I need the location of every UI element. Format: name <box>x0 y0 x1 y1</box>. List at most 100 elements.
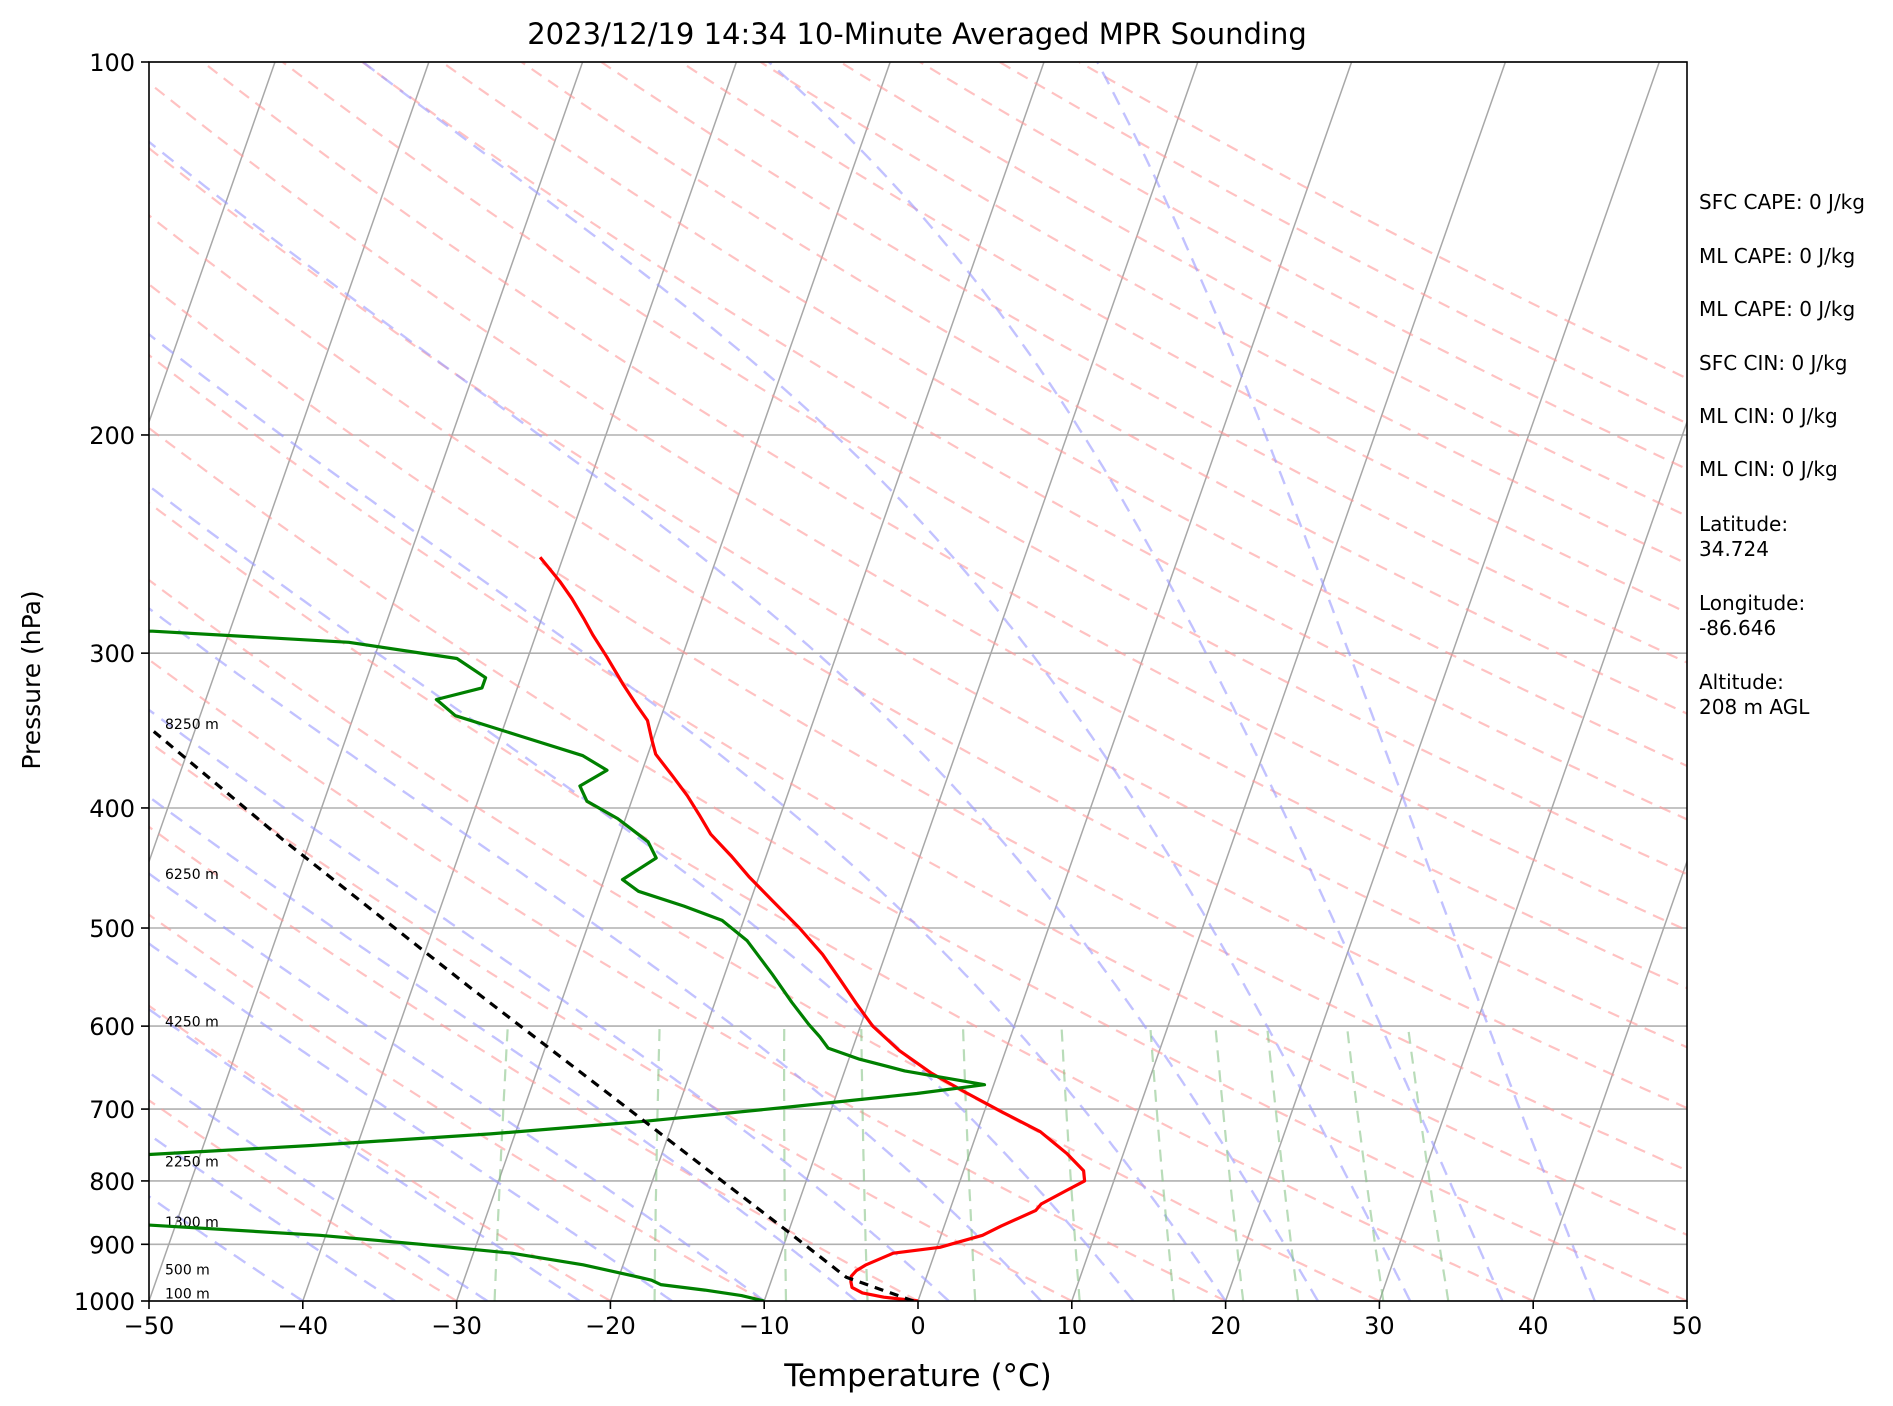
mixing-ratio-line <box>1149 1026 1175 1301</box>
temperature-line <box>538 556 1087 1301</box>
dry-adiabat-line <box>149 282 1687 1172</box>
moist-adiabat-line <box>149 484 1135 1301</box>
x-tick-label: 30 <box>1364 1312 1395 1340</box>
mixing-ratio-line <box>961 1026 977 1301</box>
dry-adiabat-line <box>149 578 1380 1301</box>
x-axis-label: Temperature (°C) <box>783 1358 1052 1394</box>
dry-adiabat-line <box>149 146 1687 1049</box>
isotherm-line <box>1532 859 1687 1301</box>
height-label: 100 m <box>165 1287 210 1303</box>
plot-frame <box>148 61 1688 1302</box>
mixing-ratio-line <box>1406 1025 1450 1301</box>
moist-adiabat-line <box>1096 62 1596 1301</box>
dry-adiabat-line <box>149 81 1687 990</box>
moist-adiabat-line <box>149 606 1042 1301</box>
dry-adiabat-line <box>680 62 1687 614</box>
height-label: 500 m <box>165 1263 210 1279</box>
y-tick-label: 700 <box>89 1096 135 1124</box>
moist-adiabat-line <box>149 1007 581 1301</box>
ml-cape-label: ML CAPE: 0 J/kg <box>1699 244 1856 268</box>
isotherm-line <box>1071 62 1507 1301</box>
height-label: 6250 m <box>165 867 219 883</box>
mixing-ratio-line <box>653 1026 661 1301</box>
y-tick-label: 900 <box>89 1231 135 1259</box>
chart-title: 2023/12/19 14:34 10-Minute Averaged MPR … <box>527 17 1307 51</box>
thermo-background-lines <box>149 62 1687 1301</box>
x-tick-label: 20 <box>1210 1312 1241 1340</box>
altitude-label: Altitude: 208 m AGL <box>1699 670 1810 719</box>
y-tick-label: 100 <box>89 49 135 77</box>
y-tick-label: 300 <box>89 640 135 668</box>
y-axis-label: Pressure (hPa) <box>17 590 46 769</box>
latitude-label: Latitude: 34.724 <box>1699 512 1789 561</box>
y-tick-label: 600 <box>89 1013 135 1041</box>
ml-cin-label: ML CIN: 0 J/kg <box>1699 404 1838 428</box>
moist-adiabat-line <box>149 872 765 1301</box>
mixing-ratio-line <box>1214 1026 1245 1301</box>
isotherm-line <box>149 62 584 1301</box>
x-tick-label: 50 <box>1672 1312 1703 1340</box>
isotherm-line <box>1224 62 1661 1301</box>
dewpoint-line <box>149 629 987 1301</box>
isotherm-line <box>1378 419 1687 1301</box>
ml-cape-label-2: ML CAPE: 0 J/kg <box>1699 297 1856 321</box>
dry-adiabat-line <box>149 740 1073 1301</box>
mixing-ratio-line <box>860 1026 869 1301</box>
x-axis-ticks: −50 −40 −30 −20 −10 0 10 20 30 40 50 <box>124 1301 1703 1340</box>
y-tick-label: 1000 <box>74 1288 135 1316</box>
isotherm-line <box>609 62 1045 1301</box>
dry-adiabat-line <box>149 1099 458 1301</box>
y-tick-label: 500 <box>89 915 135 943</box>
moist-adiabat-line <box>149 140 1319 1301</box>
y-axis-ticks: 100 200 300 400 500 600 700 800 900 1000 <box>74 49 149 1316</box>
dry-adiabat-line <box>149 353 1687 1237</box>
mixing-ratio-line <box>1266 1025 1300 1301</box>
moist-adiabat-line <box>767 62 1504 1301</box>
x-tick-label: 0 <box>910 1312 925 1340</box>
mixing-ratio-line <box>782 1026 788 1301</box>
x-tick-label: −50 <box>124 1312 175 1340</box>
sounding-profiles <box>149 556 1087 1301</box>
sfc-cin-label: SFC CIN: 0 J/kg <box>1699 351 1848 375</box>
x-tick-label: 10 <box>1057 1312 1088 1340</box>
isotherm-line <box>917 62 1353 1301</box>
height-label: 2250 m <box>165 1155 219 1171</box>
x-tick-label: −10 <box>739 1312 790 1340</box>
dry-adiabat-line <box>149 426 1687 1301</box>
x-tick-label: 40 <box>1518 1312 1549 1340</box>
dry-adiabat-line <box>149 658 1227 1301</box>
longitude-label: Longitude: -86.646 <box>1699 591 1806 640</box>
dry-adiabat-line <box>149 1004 611 1301</box>
x-tick-label: −40 <box>277 1312 328 1340</box>
moist-adiabat-line <box>149 1071 489 1301</box>
y-tick-label: 800 <box>89 1168 135 1196</box>
isotherm-line <box>149 62 276 425</box>
mixing-ratio-line <box>493 1026 509 1301</box>
dry-adiabat-line <box>441 62 1687 768</box>
parcel-path-line <box>149 725 914 1301</box>
moist-adiabat-line <box>149 332 1227 1301</box>
y-tick-label: 400 <box>89 795 135 823</box>
dry-adiabat-line <box>202 62 1687 932</box>
sfc-cape-label: SFC CAPE: 0 J/kg <box>1699 190 1865 214</box>
x-tick-label: −20 <box>585 1312 636 1340</box>
y-tick-label: 200 <box>89 422 135 450</box>
moist-adiabat-line <box>149 795 858 1301</box>
x-tick-label: −30 <box>431 1312 482 1340</box>
isotherm-line <box>149 62 430 864</box>
mixing-ratio-line <box>1345 1025 1385 1301</box>
moist-adiabat-line <box>149 1133 396 1301</box>
ml-cin-label-2: ML CIN: 0 J/kg <box>1699 457 1838 481</box>
moist-adiabat-line <box>362 62 1412 1301</box>
dry-adiabat-line <box>149 825 919 1301</box>
dry-adiabat-line <box>149 501 1534 1301</box>
mixing-ratio-line <box>1060 1026 1081 1301</box>
height-label: 8250 m <box>165 717 219 733</box>
height-label: 4250 m <box>165 1015 219 1031</box>
dry-adiabat-line <box>361 62 1687 821</box>
dry-adiabat-line <box>149 214 1687 1110</box>
isotherm-line <box>455 62 891 1301</box>
pressure-gridlines <box>149 61 1687 1302</box>
